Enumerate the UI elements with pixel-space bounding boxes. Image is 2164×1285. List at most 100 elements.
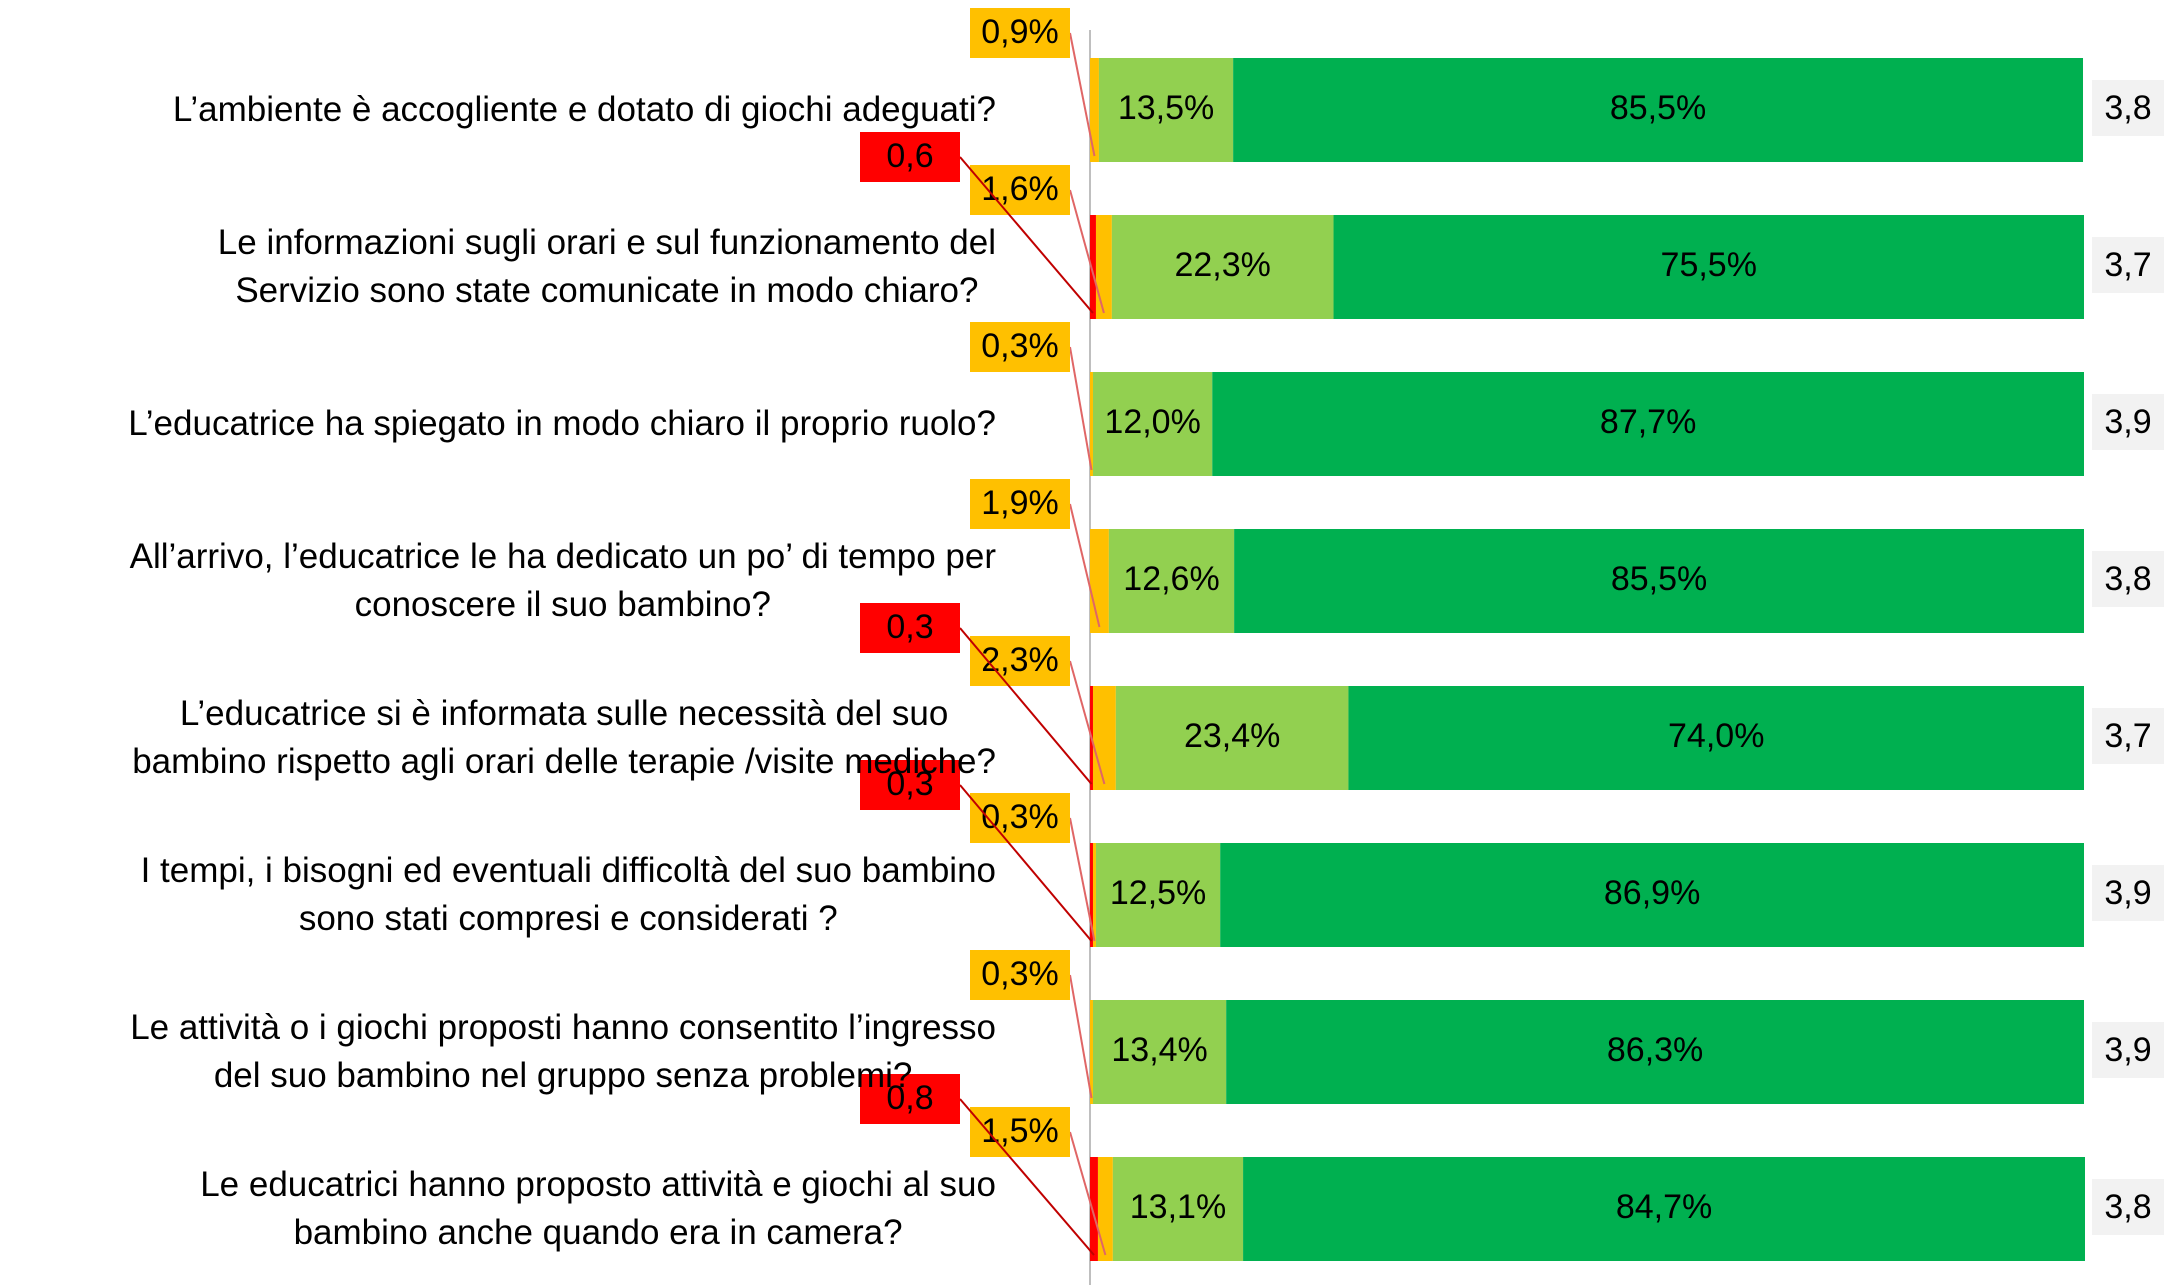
data-label: 86,3%: [1607, 1031, 1703, 1069]
callout-box: [860, 603, 960, 653]
bar-segment: [1111, 215, 1334, 319]
score-box: [2092, 1179, 2164, 1235]
callout-label: 0,9%: [981, 13, 1059, 51]
callout-label: 0,3: [886, 608, 933, 646]
callout-label: 0,3%: [981, 798, 1059, 836]
bar-segment: [1226, 1000, 2084, 1104]
callout-label: 0,3%: [981, 955, 1059, 993]
question-label: Le educatrici hanno proposto attività e …: [200, 1165, 996, 1252]
bar-segment: [1333, 215, 2084, 319]
data-label: 13,1%: [1130, 1188, 1226, 1226]
bar-segment: [1090, 215, 1096, 319]
bar-segment: [1115, 686, 1349, 790]
score-box: [2092, 394, 2164, 450]
score-label: 3,8: [2104, 89, 2151, 127]
leader-line: [959, 784, 1093, 942]
leader-line: [1069, 660, 1106, 785]
data-label: 87,7%: [1600, 403, 1696, 441]
callout-label: 0,3: [886, 765, 933, 803]
bar-segment: [1092, 1000, 1227, 1104]
score-label: 3,9: [2104, 403, 2151, 441]
callout-box: [970, 322, 1070, 372]
score-label: 3,9: [2104, 1031, 2151, 1069]
bar-segment: [1220, 843, 2084, 947]
data-label: 85,5%: [1610, 89, 1706, 127]
question-label: L’educatrice si è informata sulle necess…: [132, 694, 996, 781]
bar-segment: [1348, 686, 2084, 790]
bar-segment: [1097, 1157, 1113, 1261]
leader-line: [959, 627, 1093, 785]
bar-segment: [1233, 58, 2084, 162]
question-label: Le attività o i giochi proposti hanno co…: [130, 1008, 996, 1095]
score-label: 3,7: [2104, 717, 2151, 755]
leader-line: [959, 156, 1094, 314]
callout-label: 0,8: [886, 1079, 933, 1117]
callout-label: 1,9%: [981, 484, 1059, 522]
leader-line: [1069, 346, 1093, 471]
bar-segment: [1090, 372, 1093, 476]
leader-line: [1069, 189, 1105, 314]
bar-segment: [1095, 843, 1221, 947]
score-box: [2092, 1022, 2164, 1078]
bar-segment: [1090, 529, 1109, 633]
bar-segment: [1090, 58, 1099, 162]
callout-box: [970, 479, 1070, 529]
callout-label: 0,3%: [981, 327, 1059, 365]
bar-segment: [1090, 1157, 1098, 1261]
data-label: 74,0%: [1668, 717, 1764, 755]
data-label: 22,3%: [1174, 246, 1270, 284]
question-label: Le informazioni sugli orari e sul funzio…: [217, 223, 996, 310]
leader-line: [1069, 1131, 1107, 1256]
data-label: 84,7%: [1616, 1188, 1712, 1226]
bar-segment: [1090, 1000, 1093, 1104]
score-label: 3,8: [2104, 1188, 2151, 1226]
data-label: 12,6%: [1123, 560, 1219, 598]
data-label: 12,0%: [1104, 403, 1200, 441]
callout-box: [970, 165, 1070, 215]
data-label: 86,9%: [1604, 874, 1700, 912]
score-box: [2092, 237, 2164, 293]
question-label: I tempi, i bisogni ed eventuali difficol…: [140, 851, 996, 938]
data-label: 75,5%: [1661, 246, 1757, 284]
data-label: 85,5%: [1611, 560, 1707, 598]
callout-box: [860, 132, 960, 182]
bar-segment: [1092, 686, 1116, 790]
bar-segment: [1234, 529, 2084, 633]
score-label: 3,8: [2104, 560, 2151, 598]
question-label: All’arrivo, l’educatrice le ha dedicato …: [129, 537, 996, 624]
leader-line: [1069, 974, 1093, 1099]
callout-box: [860, 1074, 960, 1124]
data-label: 13,4%: [1111, 1031, 1207, 1069]
data-label: 13,5%: [1118, 89, 1214, 127]
callout-box: [970, 8, 1070, 58]
callout-label: 1,5%: [981, 1112, 1059, 1150]
bar-segment: [1095, 215, 1112, 319]
score-label: 3,7: [2104, 246, 2151, 284]
leader-line: [1069, 503, 1101, 628]
score-box: [2092, 865, 2164, 921]
callout-box: [970, 1107, 1070, 1157]
leader-line: [1069, 817, 1096, 942]
question-label: L’ambiente è accogliente e dotato di gio…: [172, 90, 996, 129]
leader-line: [1069, 32, 1096, 157]
bar-segment: [1092, 372, 1213, 476]
leader-line: [959, 1098, 1095, 1256]
callout-label: 0,6: [886, 137, 933, 175]
bar-segment: [1092, 843, 1096, 947]
score-label: 3,9: [2104, 874, 2151, 912]
callout-label: 1,6%: [981, 170, 1059, 208]
bar-segment: [1112, 1157, 1244, 1261]
bar-segment: [1108, 529, 1235, 633]
data-label: 12,5%: [1110, 874, 1206, 912]
score-box: [2092, 551, 2164, 607]
score-box: [2092, 708, 2164, 764]
bar-segment: [1090, 843, 1093, 947]
callout-label: 2,3%: [981, 641, 1059, 679]
score-box: [2092, 80, 2164, 136]
callout-box: [970, 950, 1070, 1000]
bar-segment: [1212, 372, 2084, 476]
question-label: L’educatrice ha spiegato in modo chiaro …: [128, 404, 996, 443]
bar-segment: [1098, 58, 1234, 162]
